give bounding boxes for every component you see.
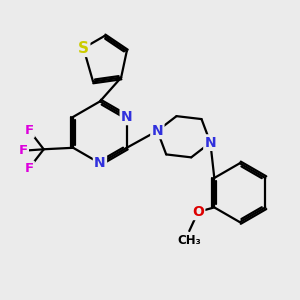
Text: N: N	[121, 110, 133, 124]
Text: S: S	[78, 40, 89, 56]
Text: N: N	[152, 124, 163, 138]
Text: O: O	[192, 205, 204, 219]
Text: F: F	[24, 124, 34, 136]
Text: F: F	[24, 162, 34, 175]
Text: N: N	[205, 136, 216, 150]
Text: F: F	[19, 144, 28, 157]
Text: CH₃: CH₃	[177, 234, 201, 247]
Text: N: N	[94, 156, 106, 170]
